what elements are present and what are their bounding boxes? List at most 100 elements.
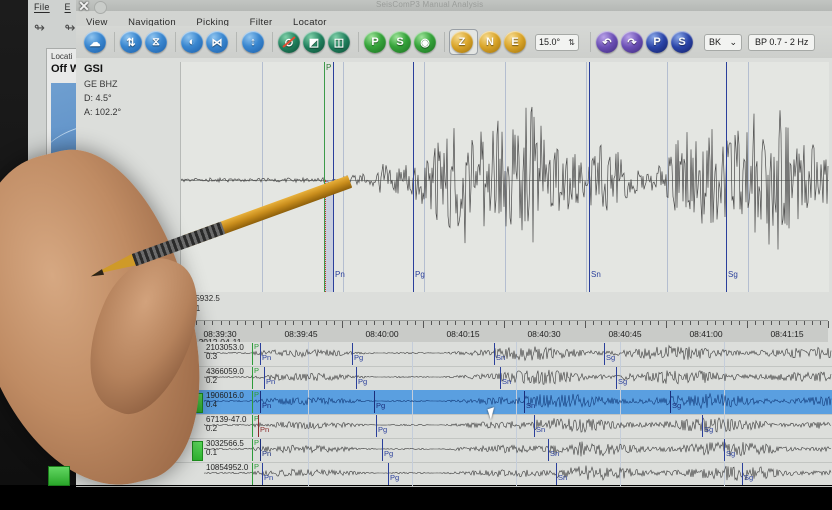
bg-menu-file[interactable]: File xyxy=(34,2,50,12)
pick-auto-icon[interactable]: ◉ xyxy=(414,31,436,53)
align-origin-icon[interactable]: ☁ xyxy=(84,31,106,53)
time-tick-label: 08:40:00 xyxy=(365,329,399,339)
time-tick-label: 08:41:15 xyxy=(770,329,804,339)
phase-marker-Pg[interactable] xyxy=(388,463,389,485)
phase-marker-Pg[interactable] xyxy=(356,367,357,389)
phase-marker-Sn[interactable] xyxy=(556,463,557,485)
phase-marker-Pn[interactable] xyxy=(258,415,259,437)
phase-marker-Pn[interactable] xyxy=(260,439,261,461)
phase-marker-Pg[interactable] xyxy=(382,439,383,461)
background-window-menubar[interactable]: File E xyxy=(28,2,154,16)
minimize-icon[interactable] xyxy=(94,1,107,14)
phase-marker-P[interactable] xyxy=(252,367,253,389)
phase-marker-Sn[interactable] xyxy=(534,415,535,437)
time-range-icon[interactable]: ⋈ xyxy=(206,31,228,53)
phase-marker-Pn[interactable] xyxy=(262,463,263,485)
station-code: GSI xyxy=(84,63,103,75)
phase-marker-P[interactable] xyxy=(252,391,253,413)
scroll-left-right-icon[interactable]: ◐ xyxy=(181,31,203,53)
window-title: SeisComP3 Manual Analysis xyxy=(376,0,484,9)
polarity-p-icon[interactable]: P xyxy=(646,31,668,53)
phase-marker-P[interactable] xyxy=(252,463,253,485)
zoom-vertical-icon[interactable]: ↕ xyxy=(242,31,264,53)
background-window-toolbar[interactable]: ↬ ↬ xyxy=(34,20,84,35)
phase-marker-Sg[interactable] xyxy=(702,415,703,437)
phase-marker-P[interactable] xyxy=(252,415,253,437)
axis-tick xyxy=(439,321,441,325)
trace-row-quality-flag[interactable] xyxy=(192,441,203,461)
phase-marker-Pg[interactable] xyxy=(374,391,375,413)
phase-marker-Sg[interactable] xyxy=(726,62,727,292)
rotate-left-icon[interactable]: ↶ xyxy=(596,31,618,53)
phase-marker-Pn[interactable] xyxy=(333,62,334,292)
axis-tick xyxy=(568,321,570,325)
trace-row-waveform[interactable]: P Pn Pg Sn Sg xyxy=(204,366,832,390)
scroll-vertical-icon[interactable]: ⇅ xyxy=(120,31,142,53)
filter-field[interactable]: BP 0.7 - 2 Hz xyxy=(748,33,816,51)
menu-navigation[interactable]: Navigation xyxy=(128,17,176,28)
polarity-s-icon[interactable]: S xyxy=(671,31,693,53)
phase-marker-Sn[interactable] xyxy=(589,62,590,292)
phase-label-P: P xyxy=(254,438,260,447)
phase-marker-Pn[interactable] xyxy=(260,391,261,413)
status-indicator-button[interactable] xyxy=(48,466,70,486)
phase-marker-Sn[interactable] xyxy=(500,367,501,389)
menu-picking[interactable]: Picking xyxy=(196,17,230,28)
chevron-down-icon[interactable]: ⌄ xyxy=(729,36,737,47)
phase-marker-Sn[interactable] xyxy=(494,343,495,365)
component-n-icon[interactable]: N xyxy=(479,31,501,53)
close-icon[interactable]: ✕ xyxy=(78,0,90,14)
time-axis[interactable]: 08:39:30 08:39:45 08:40:00 08:40:15 08:40:30… xyxy=(180,320,829,347)
phase-marker-Sn[interactable] xyxy=(524,391,525,413)
trace-row-waveform[interactable]: P Pn Pg Sn Sg xyxy=(204,342,832,366)
scale-amplitude-icon[interactable]: ⧖ xyxy=(145,31,167,53)
stepper-arrows-icon[interactable]: ⇅ xyxy=(568,37,575,47)
phase-label-Pn: Pn xyxy=(262,449,272,458)
rotation-angle-stepper[interactable]: 15.0° ⇅ xyxy=(535,33,579,51)
component-e-icon[interactable]: E xyxy=(504,31,526,53)
phase-marker-Sg[interactable] xyxy=(670,391,671,413)
grid-line xyxy=(620,438,621,462)
filter-off-icon[interactable]: ⊘ xyxy=(278,31,300,53)
menu-locator[interactable]: Locator xyxy=(292,17,327,28)
pick-p-icon[interactable]: P xyxy=(364,31,386,53)
menu-view[interactable]: View xyxy=(86,17,108,28)
phase-marker-Sn[interactable] xyxy=(548,439,549,461)
phase-marker-Pg[interactable] xyxy=(376,415,377,437)
phase-marker-Pg[interactable] xyxy=(413,62,414,292)
trace-row-waveform[interactable]: P Pn Pg Sn Sg xyxy=(204,462,832,486)
phase-label-Pg: Pg xyxy=(415,270,425,279)
axis-tick xyxy=(228,321,230,325)
grid-line xyxy=(412,390,413,414)
axis-tick xyxy=(317,321,319,325)
trace-row-waveform[interactable]: P Pn Pg Sn Sg xyxy=(204,390,832,414)
rotate-right-icon[interactable]: ↷ xyxy=(621,31,643,53)
phase-marker-Sg[interactable] xyxy=(616,367,617,389)
title-bar[interactable]: SeisComP3 Manual Analysis xyxy=(76,0,832,11)
phase-marker-P[interactable] xyxy=(324,62,325,292)
zoom-waveform-panel[interactable]: P Pn Pg Sn Sg xyxy=(180,62,829,292)
station-channel: GE BHZ xyxy=(84,78,118,89)
phase-marker-Sg[interactable] xyxy=(724,439,725,461)
filter-apply-icon[interactable]: ◩ xyxy=(303,31,325,53)
phase-marker-Pn[interactable] xyxy=(264,367,265,389)
filter-all-icon[interactable]: ◫ xyxy=(328,31,350,53)
trace-row-waveform[interactable]: P Pn Pg Sn Sg xyxy=(204,414,832,438)
menu-filter[interactable]: Filter xyxy=(249,17,273,28)
trace-row-waveform[interactable]: P Pn Pg Sn Sg xyxy=(204,438,832,462)
component-z-icon[interactable]: Z xyxy=(451,31,473,53)
component-select[interactable]: BK ⌄ xyxy=(704,33,742,51)
phase-marker-Pg[interactable] xyxy=(352,343,353,365)
phase-marker-Pn[interactable] xyxy=(260,343,261,365)
station-info-panel: GSI GE BHZ D: 4.5° A: 102.2° xyxy=(84,62,180,132)
phase-marker-Sg[interactable] xyxy=(604,343,605,365)
phase-marker-P[interactable] xyxy=(252,343,253,365)
bg-menu-edit[interactable]: E xyxy=(64,2,71,12)
pick-s-icon[interactable]: S xyxy=(389,31,411,53)
phase-marker-Sg[interactable] xyxy=(742,463,743,485)
menu-bar[interactable]: View Navigation Picking Filter Locator xyxy=(76,12,832,28)
phase-marker-P[interactable] xyxy=(252,439,253,461)
